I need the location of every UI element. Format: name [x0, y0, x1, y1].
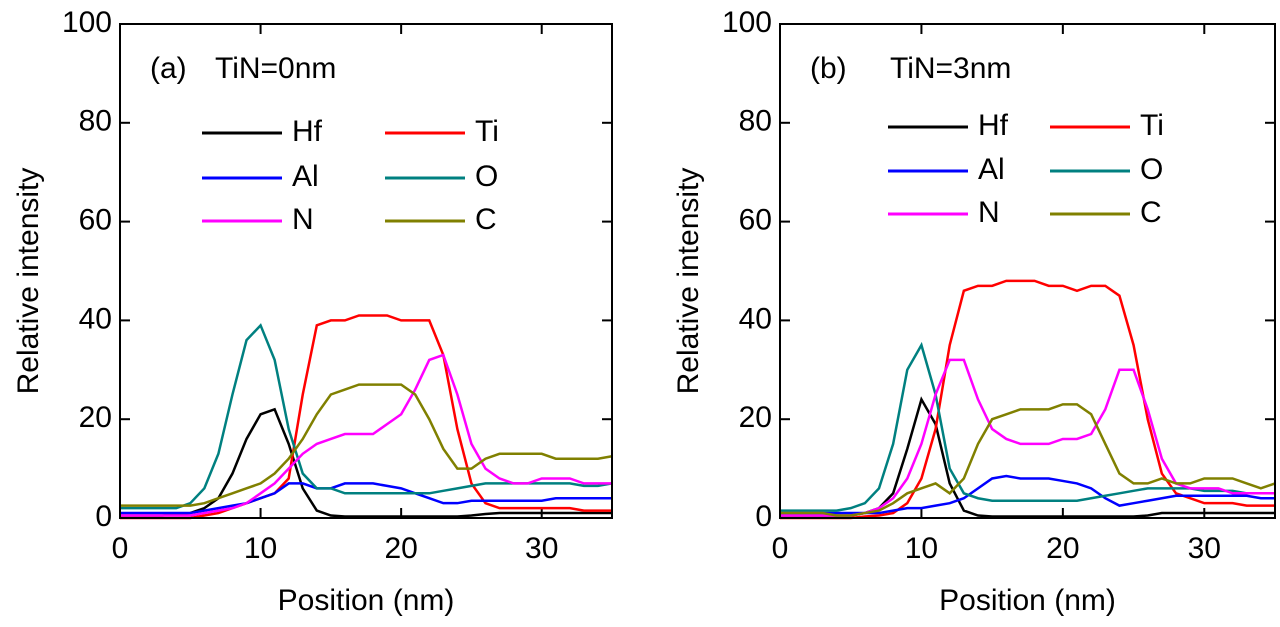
y-tick-label: 0	[95, 500, 112, 533]
x-tick-label: 30	[1188, 532, 1221, 565]
x-tick-label: 10	[905, 532, 938, 565]
y-tick-label: 100	[62, 6, 112, 39]
panel-label: (b)	[810, 52, 847, 85]
x-axis-label: Position (nm)	[939, 584, 1116, 617]
y-tick-label: 0	[755, 500, 772, 533]
y-tick-label: 80	[79, 105, 112, 138]
y-tick-label: 60	[739, 204, 772, 237]
y-tick-label: 40	[739, 302, 772, 335]
plot-frame	[779, 23, 1276, 519]
data-line	[120, 383, 613, 507]
y-axis-label: Relative intensity	[12, 168, 45, 395]
y-tick-label: 40	[79, 302, 112, 335]
legend-label: Al	[978, 153, 1005, 186]
y-axis-label: Relative intensity	[672, 168, 705, 395]
data-line	[780, 341, 1275, 512]
y-tick-label: 80	[739, 105, 772, 138]
x-tick-label: 0	[772, 532, 789, 565]
x-tick-label: 10	[244, 532, 277, 565]
data-line	[780, 396, 1275, 518]
legend-label: O	[475, 160, 498, 193]
x-axis-label: Position (nm)	[278, 584, 455, 617]
annotation: TiN=3nm	[890, 52, 1011, 85]
legend-label: Ti	[1140, 109, 1164, 142]
x-tick-label: 20	[384, 532, 417, 565]
x-tick-label: 20	[1046, 532, 1079, 565]
legend-label: Ti	[475, 115, 499, 148]
data-line	[120, 482, 612, 515]
plot-frame	[119, 23, 613, 519]
data-line	[780, 403, 1276, 517]
legend-label: N	[978, 196, 1000, 229]
data-line	[120, 353, 612, 517]
y-tick-label: 20	[739, 401, 772, 434]
legend-label: O	[1140, 153, 1163, 186]
annotation: TiN=0nm	[215, 52, 336, 85]
legend-label: Hf	[978, 109, 1009, 142]
legend-label: Hf	[292, 115, 323, 148]
x-tick-label: 30	[525, 532, 558, 565]
x-tick-label: 0	[112, 532, 129, 565]
legend-label: C	[1140, 196, 1162, 229]
data-line	[780, 358, 1275, 517]
y-tick-label: 20	[79, 401, 112, 434]
legend-label: Al	[292, 160, 319, 193]
y-tick-label: 100	[722, 6, 772, 39]
data-line	[120, 407, 612, 518]
data-line	[780, 279, 1275, 520]
data-line	[120, 314, 612, 520]
panel-label: (a)	[150, 52, 187, 85]
legend-label: C	[475, 203, 497, 236]
legend-label: N	[292, 203, 314, 236]
y-tick-label: 60	[79, 204, 112, 237]
